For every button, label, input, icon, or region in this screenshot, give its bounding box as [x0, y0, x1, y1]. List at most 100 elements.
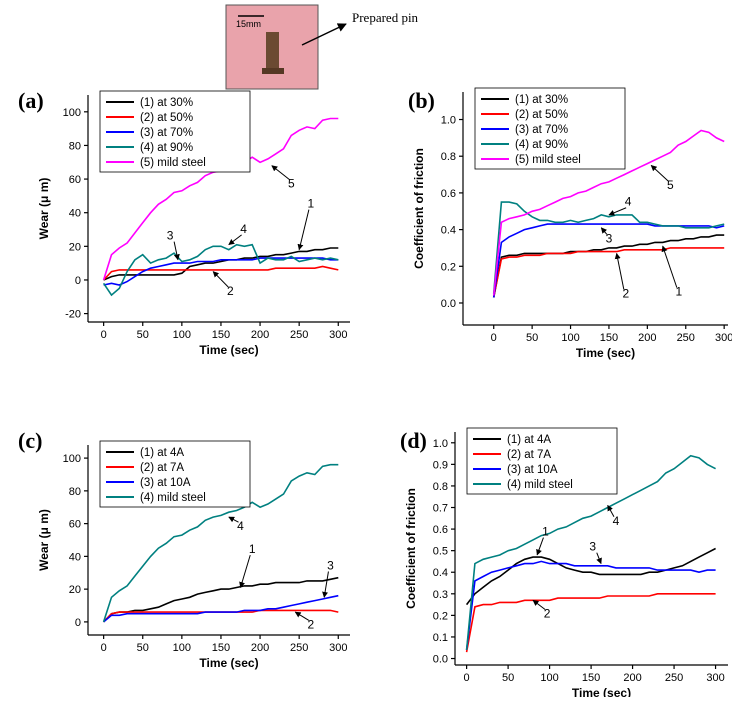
- x-tick-label: 200: [251, 642, 269, 654]
- y-tick-label: 0: [75, 275, 81, 287]
- data-line: [492, 234, 725, 298]
- arrow: [301, 23, 347, 46]
- x-tick-label: 0: [491, 332, 497, 344]
- y-axis-title: Wear (μ m): [37, 509, 51, 571]
- legend-label: (3) at 70%: [140, 127, 193, 139]
- legend-label: (4) mild steel: [140, 492, 206, 504]
- y-tick-label: 80: [69, 486, 81, 498]
- legend-label: (1) at 30%: [140, 97, 193, 109]
- data-line: [465, 454, 716, 650]
- annotation-arrow: [297, 209, 310, 251]
- pin: [266, 32, 279, 70]
- x-tick-label: 0: [101, 329, 107, 341]
- annotation: 4: [625, 195, 632, 209]
- x-tick-label: 50: [502, 672, 514, 684]
- annotation-arrow: [532, 599, 546, 610]
- x-axis-title: Time (sec): [199, 343, 258, 357]
- y-axis-title: Coefficient of friction: [404, 488, 418, 609]
- pin-photo: 15mm Prepared pin: [225, 4, 419, 90]
- x-tick-label: 200: [638, 332, 656, 344]
- y-tick-label: 0: [75, 617, 81, 629]
- annotation-arrow: [322, 571, 329, 598]
- annotation: 1: [542, 525, 549, 539]
- data-line: [465, 593, 716, 653]
- y-axis-title: Wear (μ m): [37, 178, 51, 240]
- annotation: 3: [327, 558, 334, 572]
- annotation: 3: [606, 231, 613, 245]
- caption: Prepared pin: [352, 10, 419, 25]
- x-tick-label: 300: [329, 642, 347, 654]
- annotation-arrow: [600, 227, 608, 235]
- legend-label: (2) at 7A: [507, 449, 551, 461]
- annotation: 2: [622, 286, 629, 300]
- y-tick-label: 0.2: [441, 261, 456, 273]
- annotation: 1: [675, 285, 682, 299]
- annotation: 5: [288, 176, 295, 190]
- data-line: [103, 265, 339, 281]
- y-tick-label: 20: [69, 584, 81, 596]
- x-tick-label: 50: [526, 332, 538, 344]
- data-line: [492, 129, 725, 296]
- annotation: 4: [240, 222, 247, 236]
- x-tick-label: 300: [329, 329, 347, 341]
- data-line: [492, 247, 725, 298]
- legend-label: (1) at 4A: [140, 447, 184, 459]
- y-tick-label: 1.0: [433, 438, 448, 450]
- data-line: [103, 594, 339, 623]
- y-tick-label: 0.7: [433, 503, 448, 515]
- y-tick-label: 0.5: [433, 546, 448, 558]
- annotation-arrow: [271, 165, 290, 180]
- y-tick-label: 0.6: [433, 524, 448, 536]
- legend-label: (1) at 30%: [515, 94, 568, 106]
- x-tick-label: 0: [464, 672, 470, 684]
- y-tick-label: 0.4: [441, 225, 456, 237]
- x-tick-label: 100: [561, 332, 579, 344]
- annotation-arrow: [536, 537, 544, 556]
- x-axis-title: Time (sec): [572, 686, 631, 697]
- annotation: 4: [237, 519, 244, 533]
- legend-label: (2) at 50%: [140, 112, 193, 124]
- annotation-arrow: [239, 554, 251, 589]
- data-line: [103, 257, 339, 286]
- data-line: [465, 560, 716, 650]
- y-tick-label: 0.2: [433, 610, 448, 622]
- x-axis-title: Time (sec): [576, 346, 635, 360]
- y-tick-label: 0.8: [441, 151, 456, 163]
- y-tick-label: 1.0: [441, 115, 456, 127]
- annotation-arrow: [294, 611, 310, 621]
- x-tick-label: 100: [540, 672, 558, 684]
- data-line: [492, 223, 725, 298]
- x-tick-label: 150: [212, 642, 230, 654]
- y-tick-label: 40: [69, 208, 81, 220]
- data-line: [102, 463, 339, 623]
- data-line: [492, 201, 725, 294]
- legend-label: (3) at 10A: [507, 464, 558, 476]
- annotation: 1: [308, 197, 315, 211]
- y-tick-label: 0.6: [441, 188, 456, 200]
- x-tick-label: 150: [600, 332, 618, 344]
- annotation: 2: [544, 607, 551, 621]
- chart-panel: (c) 0 50 100 150 200 250 300 0 20 40 60 80 100 Time (s…: [18, 428, 350, 670]
- y-tick-label: 0.8: [433, 481, 448, 493]
- annotation: 4: [613, 514, 620, 528]
- annotation-arrow: [228, 234, 242, 246]
- data-line: [102, 243, 339, 297]
- pin-base: [262, 68, 284, 74]
- y-tick-label: 0.4: [433, 567, 448, 579]
- annotation: 1: [249, 542, 256, 556]
- y-tick-label: 0.9: [433, 459, 448, 471]
- y-tick-label: 60: [69, 174, 81, 186]
- annotation-arrow: [173, 241, 180, 261]
- x-tick-label: 150: [582, 672, 600, 684]
- legend-label: (4) at 90%: [140, 142, 193, 154]
- y-tick-label: 20: [69, 241, 81, 253]
- y-tick-label: 100: [63, 107, 81, 119]
- x-tick-label: 300: [706, 672, 724, 684]
- y-axis-title: Coefficient of friction: [412, 148, 426, 269]
- y-tick-label: 0.3: [433, 589, 448, 601]
- scale-label: 15mm: [236, 19, 261, 29]
- y-tick-label: 60: [69, 519, 81, 531]
- legend-box: [99, 90, 251, 173]
- legend-label: (3) at 70%: [515, 124, 568, 136]
